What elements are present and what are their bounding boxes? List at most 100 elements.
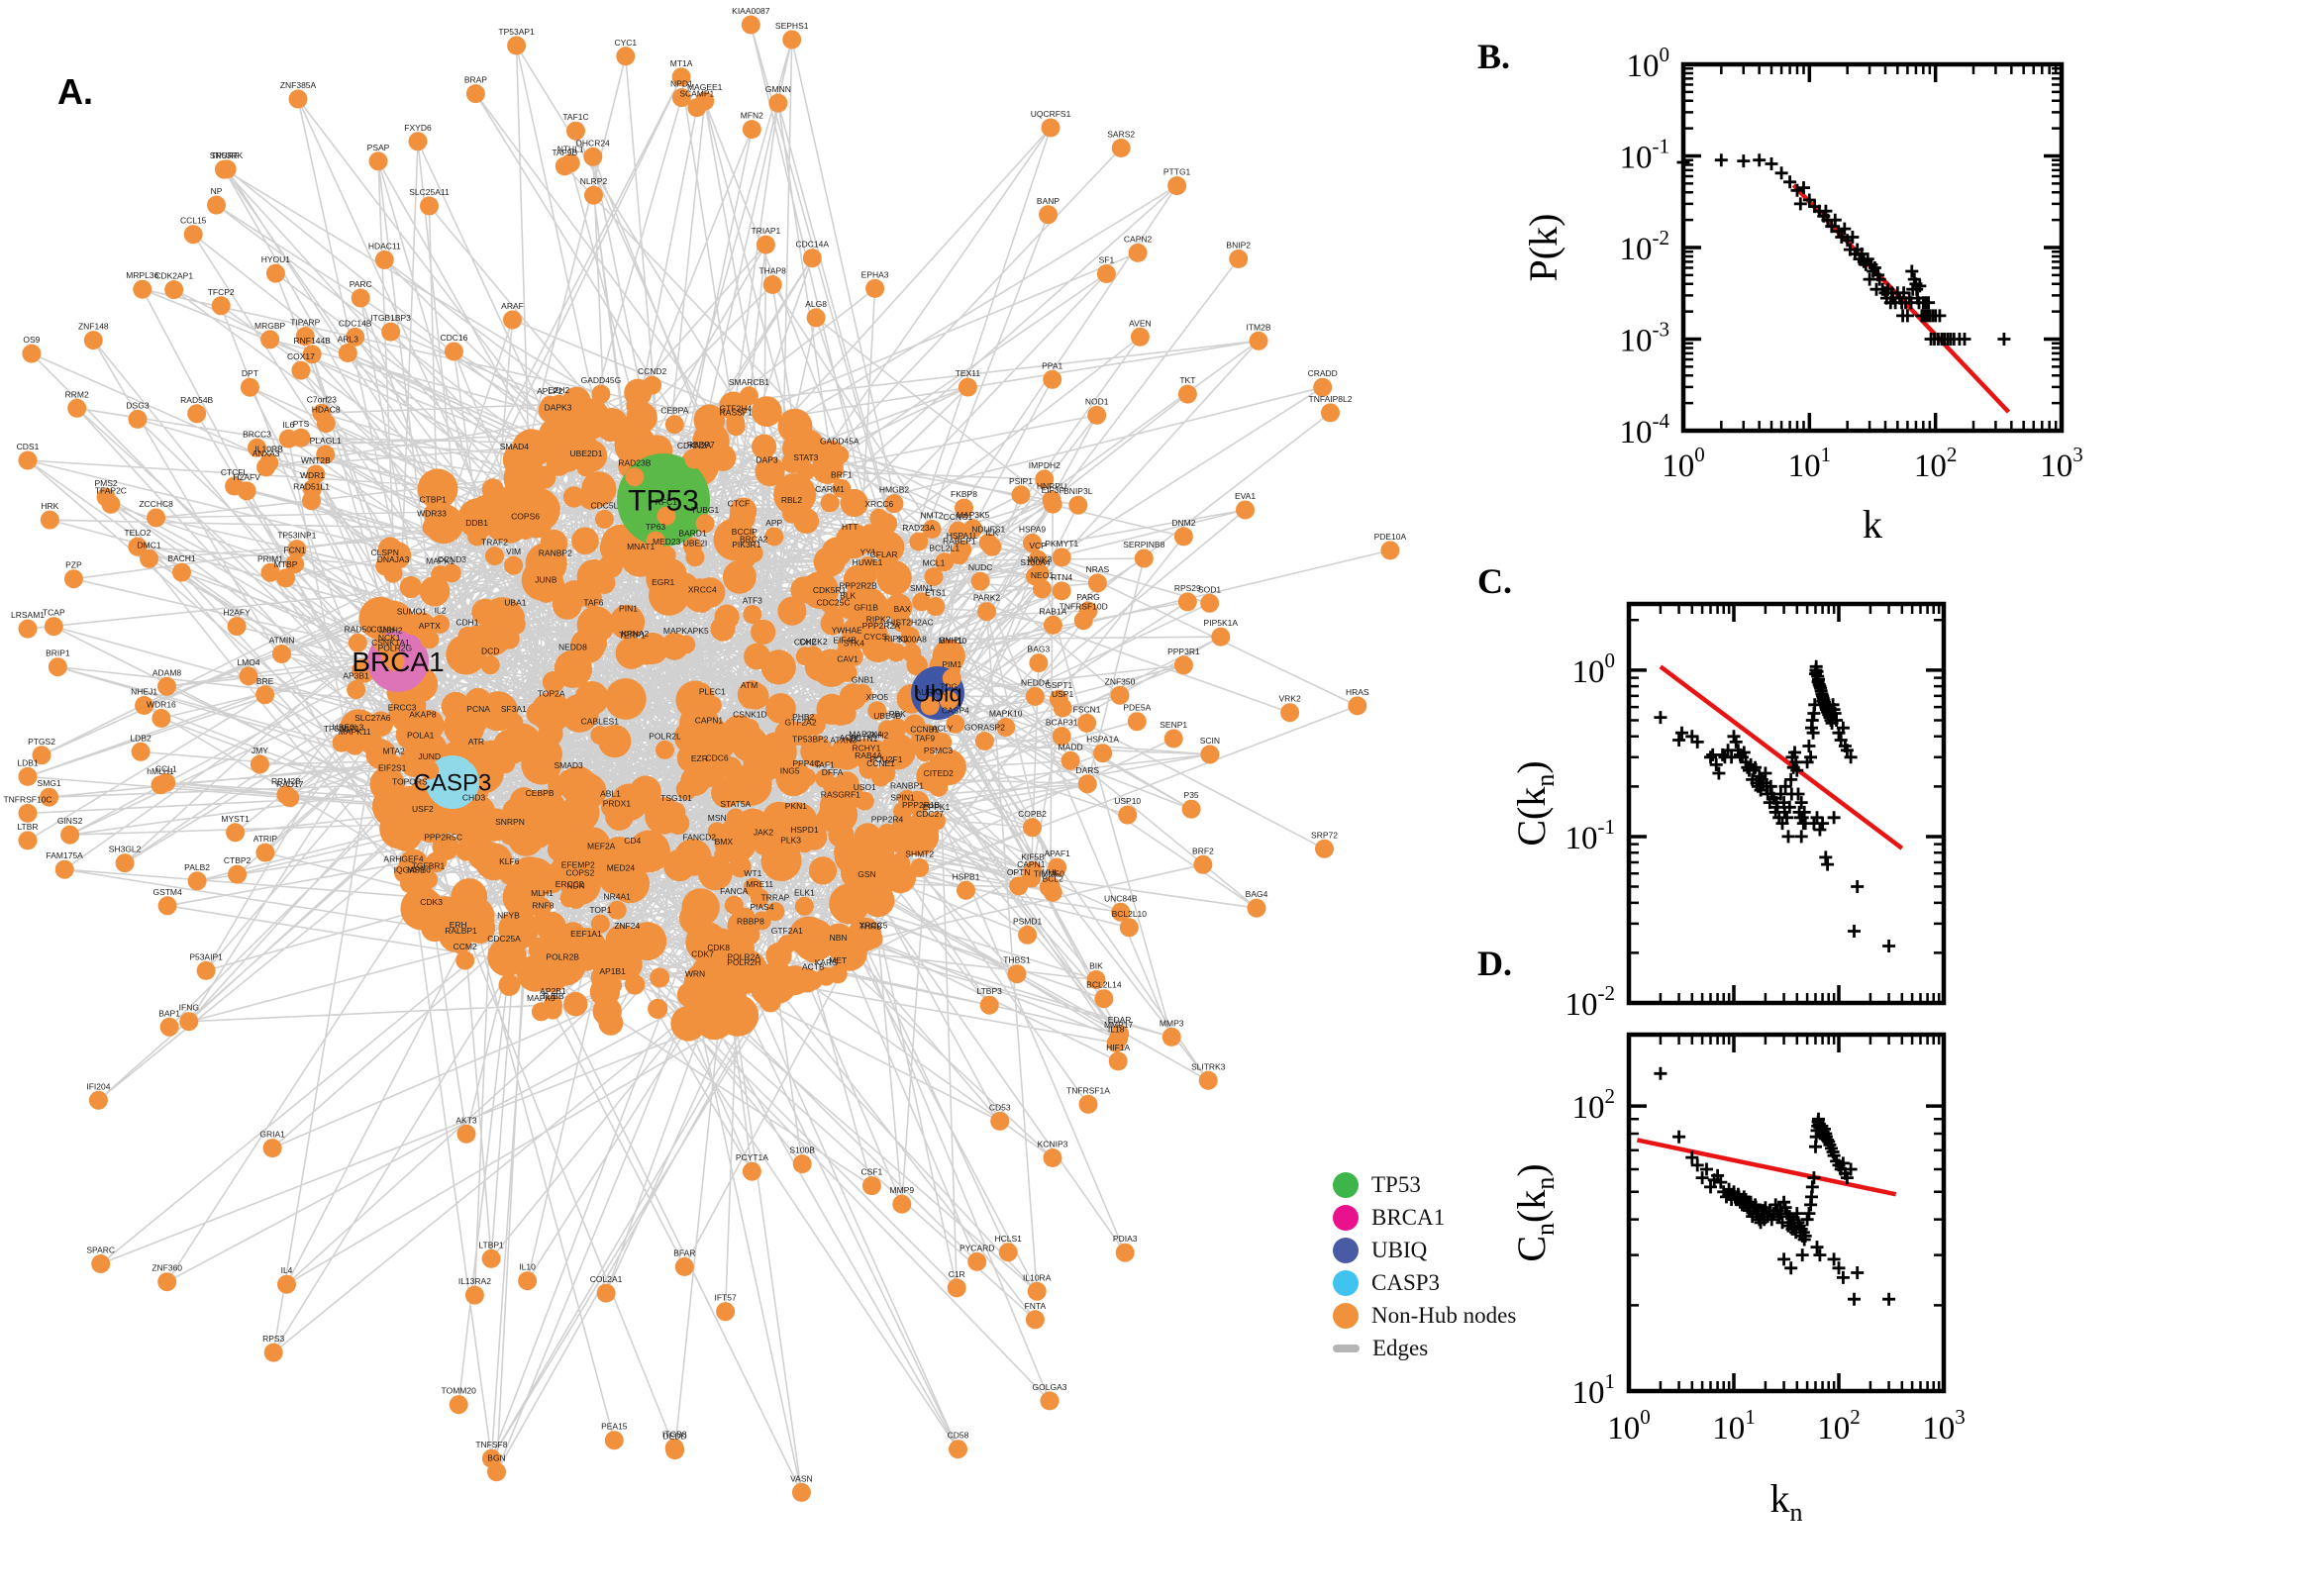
network-node-label: NFYB	[497, 911, 520, 921]
axis-tick-label: 10-1	[1620, 135, 1670, 176]
network-node-label: SF3A1	[501, 704, 527, 714]
network-node-label: SEPHS1	[775, 21, 809, 31]
legend-label: TP53	[1371, 1172, 1421, 1197]
network-node	[419, 869, 438, 889]
network-node	[423, 503, 443, 523]
network-node-cluster	[339, 378, 966, 1042]
network-node	[566, 121, 585, 141]
network-node-label: MED23	[653, 537, 681, 547]
network-node-label: GTF2A2	[784, 717, 816, 727]
network-node-label: ELK1	[794, 887, 815, 897]
network-node-label: PRDX1	[603, 799, 632, 809]
axis-tick-label: 10-3	[1620, 318, 1670, 359]
network-node-label: RBBP8	[737, 917, 764, 927]
y-axis-label: P(k)	[1521, 214, 1566, 282]
network-node-label: RRM2B	[271, 776, 301, 786]
network-node	[803, 646, 823, 665]
network-node-label: RNF144B	[294, 336, 332, 346]
network-node-label: DNAJA3	[377, 554, 410, 564]
network-node-label: GORASP2	[964, 723, 1005, 733]
network-node	[1039, 205, 1058, 225]
hub-label-casp3: CASP3	[414, 769, 492, 796]
network-node	[207, 195, 226, 215]
network-node	[607, 808, 627, 828]
network-node-label: NUDC	[968, 562, 993, 572]
network-node-label: BRCA2	[740, 535, 768, 545]
network-node-label: NEO1	[1031, 570, 1054, 580]
network-node-label: TIPARP	[290, 318, 320, 328]
network-node-label: P53AIP1	[189, 951, 223, 961]
network-node	[1026, 566, 1045, 586]
network-node-label: BAP1	[158, 1008, 180, 1018]
network-node-label: PEA15	[601, 1422, 628, 1432]
legend-label: Edges	[1372, 1336, 1429, 1360]
network-node	[1093, 744, 1113, 763]
network-node-label: PARC	[350, 279, 372, 289]
network-node-label: CRADD	[1308, 368, 1338, 378]
network-node	[420, 630, 440, 649]
network-node-label: SERPINB8	[1123, 540, 1164, 549]
network-node-label: CHD3	[462, 792, 485, 802]
network-node	[752, 911, 771, 931]
network-node	[946, 714, 965, 734]
network-node-label: IL18	[1108, 1024, 1125, 1034]
network-node-label: BCAP31	[1046, 718, 1078, 728]
network-node-label: GADD45A	[820, 437, 859, 447]
network-node	[935, 552, 955, 572]
network-node-label: RAB4A	[855, 750, 882, 760]
network-node-label: RPS3	[262, 1334, 284, 1344]
network-node-label: GMNN	[765, 84, 791, 94]
network-node	[400, 785, 420, 805]
network-node	[758, 463, 776, 483]
tp53-swatch-icon	[1333, 1172, 1359, 1198]
network-node-label: AP3B1	[343, 671, 369, 681]
network-node-label: LTBP1	[478, 1240, 504, 1249]
network-node	[1177, 592, 1197, 612]
network-node-label: NMT2	[921, 511, 944, 521]
network-node-label: CD58	[948, 1431, 969, 1441]
network-node	[549, 411, 567, 431]
axis-tick-label: 10-2	[1566, 981, 1616, 1023]
network-node-label: IMPDH2	[1029, 460, 1060, 470]
network-node	[452, 935, 470, 954]
network-node	[876, 763, 896, 783]
network-node-label: TAF6	[583, 598, 603, 608]
network-node-label: TSG101	[660, 793, 692, 803]
network-node-label: IL10RA	[1023, 1272, 1052, 1282]
network-node	[858, 566, 877, 586]
network-node-label: RAD54B	[180, 395, 213, 405]
network-node-label: HDAC11	[368, 242, 401, 251]
network-node-label: TUBB	[542, 991, 564, 1001]
network-node	[411, 740, 431, 759]
network-node	[115, 853, 135, 873]
network-node-label: HUWE1	[853, 557, 883, 567]
network-node-label: CEBPA	[660, 406, 689, 416]
network-node	[18, 831, 38, 850]
network-node-label: BAG4	[1246, 889, 1268, 899]
network-node-label: STAT5A	[720, 799, 751, 809]
network-node-label: PLAGL1	[310, 436, 342, 446]
network-node	[1094, 989, 1114, 1009]
network-node	[44, 617, 63, 637]
network-node-label: SARS2	[1107, 130, 1135, 140]
network-node	[861, 1176, 881, 1196]
network-node	[692, 594, 712, 613]
network-node-label: SCAMP1	[679, 89, 714, 99]
network-node	[140, 549, 159, 568]
network-node	[949, 1440, 967, 1459]
network-node-label: RBL2	[781, 495, 803, 505]
network-node	[743, 605, 762, 624]
network-node	[480, 655, 500, 675]
network-node	[499, 865, 519, 885]
network-node	[590, 914, 610, 934]
network-node-label: RASSF1	[720, 408, 753, 418]
network-node	[777, 935, 797, 954]
scatter-points	[1676, 153, 2011, 346]
network-node-label: ATRIP	[253, 834, 278, 844]
hub-label-ubiq: Ubiq	[913, 680, 961, 707]
hub-label-brca1: BRCA1	[352, 647, 444, 677]
network-node	[1042, 490, 1061, 510]
network-node	[863, 929, 883, 948]
network-node	[1077, 713, 1097, 733]
